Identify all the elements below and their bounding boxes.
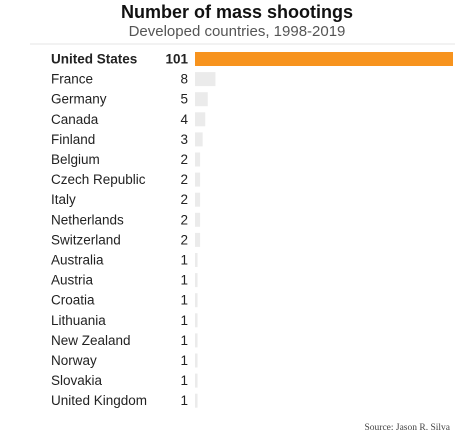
category-label: United Kingdom: [51, 393, 147, 408]
chart-subtitle: Developed countries, 1998-2019: [128, 23, 346, 40]
value-label: 2: [180, 232, 188, 247]
category-label: Italy: [51, 192, 76, 207]
bar-row: Australia 1: [51, 253, 198, 268]
value-label: 1: [180, 313, 188, 328]
category-label: Czech Republic: [51, 172, 146, 187]
bar-row: Norway 1: [51, 353, 198, 368]
category-label: New Zealand: [51, 333, 131, 348]
category-label: Netherlands: [51, 212, 124, 227]
bar: [195, 333, 198, 348]
bar: [195, 313, 198, 328]
bar: [195, 92, 208, 107]
value-label: 1: [180, 253, 188, 268]
bar-row: Finland 3: [51, 132, 203, 147]
value-label: 8: [180, 72, 188, 87]
value-label: 2: [180, 192, 188, 207]
bar: [195, 393, 198, 408]
value-label: 2: [180, 172, 188, 187]
category-label: Finland: [51, 132, 95, 147]
category-label: Australia: [51, 253, 104, 268]
category-label: Canada: [51, 112, 99, 127]
bar-row: Croatia 1: [51, 293, 198, 308]
value-label: 1: [180, 373, 188, 388]
value-label: 1: [180, 333, 188, 348]
bar: [195, 293, 198, 308]
bar: [195, 152, 201, 167]
bar: [195, 273, 198, 288]
value-label: 5: [180, 92, 188, 107]
value-label: 1: [180, 393, 188, 408]
bar: [195, 72, 216, 87]
bar-row: France 8: [51, 72, 216, 87]
value-label: 101: [165, 52, 188, 67]
category-label: Slovakia: [51, 373, 103, 388]
bar-row: Lithuania 1: [51, 313, 198, 328]
value-label: 1: [180, 293, 188, 308]
category-label: Switzerland: [51, 232, 121, 247]
value-label: 1: [180, 273, 188, 288]
category-label: United States: [51, 52, 137, 67]
bar: [195, 132, 203, 147]
bar-row: Italy 2: [51, 192, 201, 207]
bar: [195, 373, 198, 388]
bar-row: United Kingdom 1: [51, 393, 198, 408]
bar-row: Czech Republic 2: [51, 172, 201, 187]
category-label: Germany: [51, 92, 107, 107]
category-label: France: [51, 72, 93, 87]
bar: [195, 212, 201, 227]
bar: [195, 112, 206, 127]
category-label: Croatia: [51, 293, 95, 308]
bar-row: New Zealand 1: [51, 333, 198, 348]
source-note: Source: Jason R. Silva: [364, 423, 451, 433]
bar-row: Belgium 2: [51, 152, 201, 167]
value-label: 1: [180, 353, 188, 368]
bar-highlight: [195, 52, 453, 66]
category-label: Austria: [51, 273, 94, 288]
bar-row: Netherlands 2: [51, 212, 201, 227]
bar-row: Germany 5: [51, 92, 208, 107]
bar: [195, 253, 198, 267]
category-label: Belgium: [51, 152, 100, 167]
category-label: Lithuania: [51, 313, 106, 328]
bar-row: Austria 1: [51, 273, 198, 288]
bar: [195, 172, 201, 187]
value-label: 3: [180, 132, 188, 147]
bar-row: United States 101: [51, 52, 453, 67]
bar: [195, 192, 201, 207]
bar-row: Switzerland 2: [51, 232, 201, 247]
value-label: 2: [180, 152, 188, 167]
category-label: Norway: [51, 353, 97, 368]
value-label: 2: [180, 212, 188, 227]
value-label: 4: [180, 112, 188, 127]
chart-title: Number of mass shootings: [120, 2, 354, 22]
bar-row: Canada 4: [51, 112, 206, 127]
bar: [195, 232, 201, 247]
bar: [195, 353, 198, 368]
bar-row: Slovakia 1: [51, 373, 198, 388]
